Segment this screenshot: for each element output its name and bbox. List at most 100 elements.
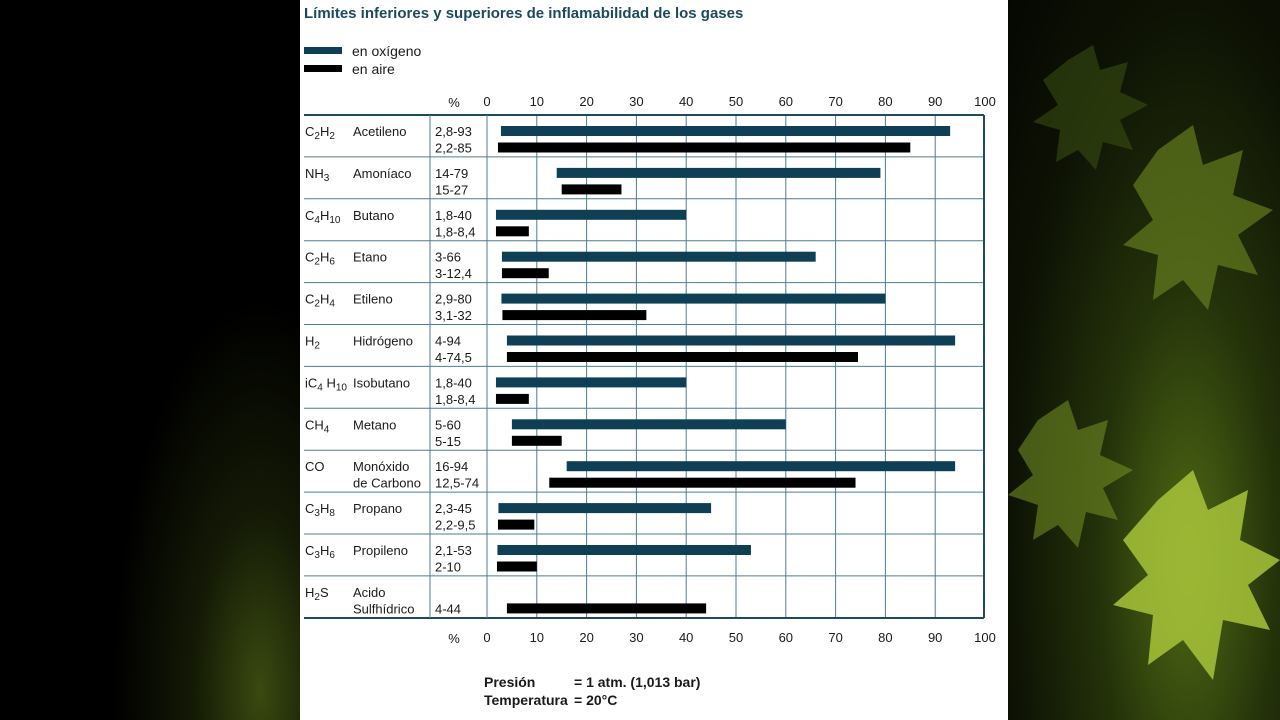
x-tick-label: 0 (483, 630, 490, 645)
gas-name: Butano (353, 208, 394, 223)
bar-oxygen (498, 503, 712, 514)
legend-label-air: en aire (352, 61, 395, 77)
bar-air (506, 352, 859, 362)
gas-name: Etileno (353, 292, 393, 307)
x-tick-label: 10 (530, 630, 544, 645)
formula-part: C (305, 543, 314, 558)
formula-part: H (320, 543, 329, 558)
formula-part: H (323, 375, 336, 390)
temperature-label: Temperatura (484, 692, 568, 708)
bar-oxygen (495, 377, 687, 388)
formula-part: 3 (314, 508, 320, 519)
bar-air (496, 561, 537, 572)
formula-part: 2 (314, 592, 320, 603)
gas-name: Metano (353, 417, 396, 432)
gas-formula: iC4 H10 (305, 375, 347, 393)
formula-part: 2 (314, 341, 320, 352)
formula-part: H (305, 585, 314, 600)
formula-part: 2 (329, 131, 335, 142)
formula-part: H (320, 292, 329, 307)
bar-air (511, 435, 562, 446)
gas-name: Propileno (353, 543, 408, 558)
formula-part: 3 (324, 173, 330, 184)
bar-air (506, 603, 707, 614)
x-tick-label: 100 (974, 630, 996, 645)
bar-oxygen (501, 293, 886, 304)
x-tick-label: 50 (729, 630, 743, 645)
range-label: 1,8-8,4 (435, 224, 475, 239)
x-tick-label: 40 (679, 94, 693, 109)
range-label: 2-10 (435, 560, 461, 575)
x-tick-label: 90 (928, 94, 942, 109)
gas-formula: C2H4 (305, 292, 335, 310)
formula-part: 4 (314, 215, 320, 226)
formula-part: C (305, 292, 314, 307)
legend-label-oxygen: en oxígeno (352, 43, 421, 59)
x-tick-label: 80 (878, 94, 892, 109)
formula-part: 3 (314, 550, 320, 561)
range-label: 4-44 (435, 601, 461, 616)
gas-formula: CO (305, 459, 325, 474)
bar-air (495, 226, 529, 237)
formula-part: 8 (329, 508, 335, 519)
range-label: 1,8-40 (435, 375, 472, 390)
bar-air (561, 184, 622, 195)
formula-part: 2 (314, 131, 320, 142)
formula-part: H (320, 501, 329, 516)
range-label: 1,8-8,4 (435, 392, 475, 407)
x-tick-label: 50 (729, 94, 743, 109)
formula-part: H (320, 250, 329, 265)
gas-formula: CH4 (305, 417, 330, 435)
x-tick-label: 10 (530, 94, 544, 109)
bar-oxygen (500, 126, 951, 136)
bar-air (497, 519, 535, 530)
gas-formula: C2H6 (305, 250, 335, 268)
bar-oxygen (566, 461, 956, 472)
bars (495, 126, 956, 614)
x-tick-label: 70 (828, 94, 842, 109)
bar-oxygen (497, 545, 751, 555)
bar-air (549, 477, 856, 488)
x-tick-label: 70 (828, 630, 842, 645)
x-axis-bottom: % 0 10 20 30 40 50 60 70 80 90 100 (448, 630, 996, 646)
formula-part: C (305, 250, 314, 265)
formula-part: 2 (314, 257, 320, 268)
range-label: 16-94 (435, 459, 468, 474)
gas-formula: C3H6 (305, 543, 335, 561)
gas-name: Hidrógeno (353, 334, 413, 349)
formula-part: iC (305, 375, 317, 390)
range-label: 5-60 (435, 417, 461, 432)
range-label: 15-27 (435, 182, 468, 197)
gas-name: Sulfhídrico (353, 601, 414, 616)
formula-part: C (305, 501, 314, 516)
formula-part: 10 (336, 382, 348, 393)
axis-unit-label: % (448, 631, 460, 646)
legend-swatch-oxygen (304, 47, 342, 54)
x-tick-label: 90 (928, 630, 942, 645)
x-tick-label: 20 (579, 94, 593, 109)
bar-oxygen (506, 335, 956, 346)
range-label: 3-12,4 (435, 266, 472, 281)
x-tick-label: 20 (579, 630, 593, 645)
bar-oxygen (556, 167, 881, 178)
formula-part: 6 (329, 257, 335, 268)
gas-formula: C3H8 (305, 501, 335, 519)
x-tick-label: 100 (974, 94, 996, 109)
x-tick-label: 30 (629, 94, 643, 109)
pressure-value: = 1 atm. (1,013 bar) (574, 674, 700, 690)
formula-part: CO (305, 459, 325, 474)
formula-part: NH (305, 166, 324, 181)
leaf-decoration (1008, 45, 1280, 680)
range-label: 2,1-53 (435, 543, 472, 558)
bar-oxygen (501, 251, 816, 262)
range-label: 2,2-9,5 (435, 518, 475, 533)
axis-unit-label: % (448, 95, 460, 110)
range-label: 2,2-85 (435, 141, 472, 156)
range-label: 4-94 (435, 334, 461, 349)
gas-name: Etano (353, 250, 387, 265)
formula-part: 6 (329, 550, 335, 561)
formula-part: 2 (314, 299, 320, 310)
x-tick-label: 60 (779, 630, 793, 645)
formula-part: H (320, 124, 329, 139)
gas-name: de Carbono (353, 476, 421, 491)
